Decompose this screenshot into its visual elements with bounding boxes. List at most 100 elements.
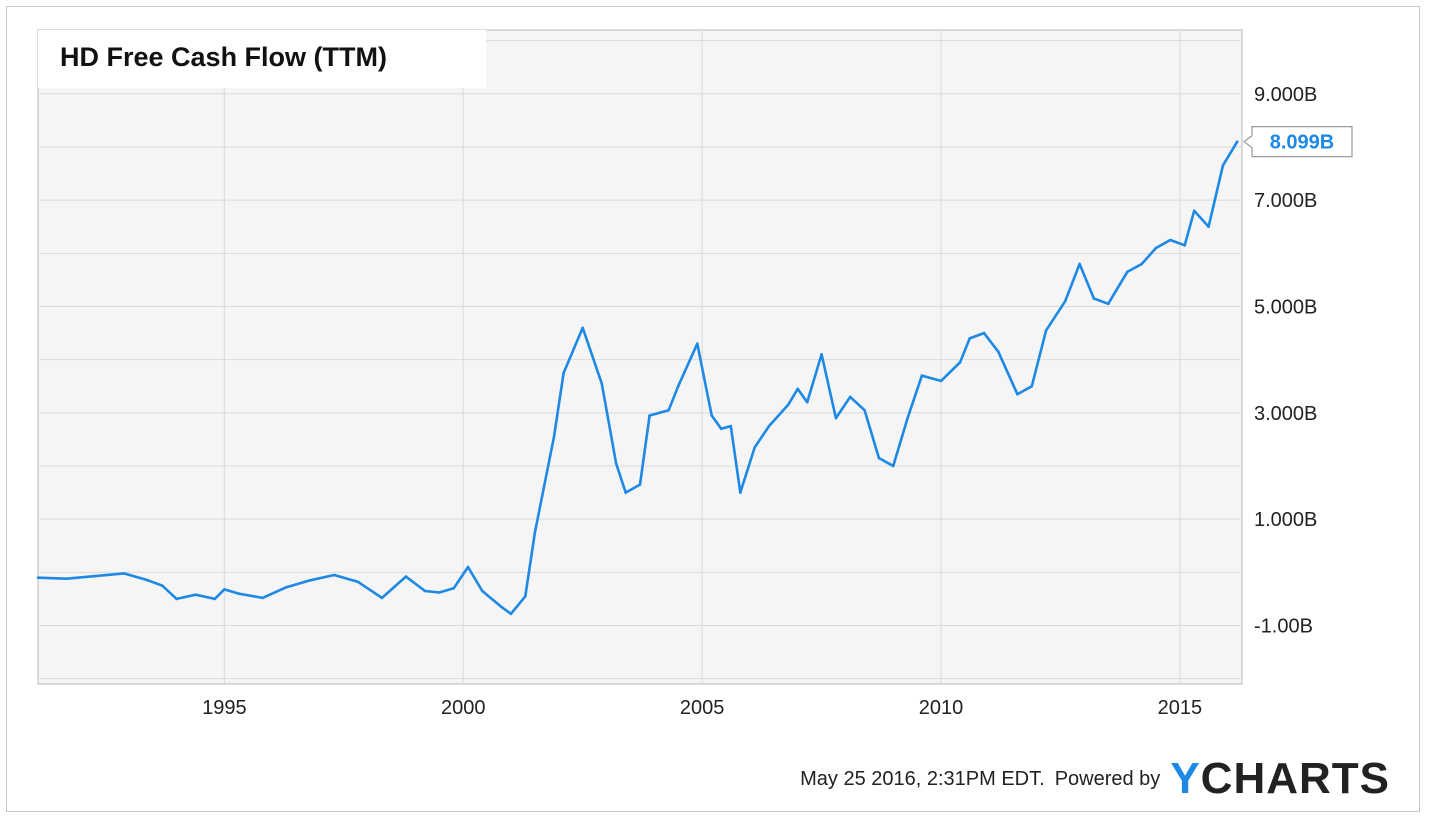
data-point: [906, 416, 909, 420]
data-point: [356, 580, 360, 584]
data-point: [667, 408, 670, 412]
data-point: [309, 579, 312, 582]
data-point: [1078, 262, 1081, 266]
title-box: [38, 30, 486, 88]
data-point: [710, 414, 713, 417]
data-point: [614, 462, 618, 465]
data-point: [729, 424, 733, 428]
data-point: [939, 379, 943, 383]
data-point: [891, 464, 895, 468]
data-point: [332, 573, 336, 577]
data-point: [767, 424, 771, 428]
data-point: [1183, 244, 1186, 247]
data-point: [452, 586, 455, 590]
data-point: [958, 361, 962, 364]
y-axis: 9.000B 7.000B 5.000B 3.000B 1.000B -1.00B: [1254, 84, 1317, 638]
data-point: [1169, 238, 1172, 242]
data-point: [380, 596, 384, 600]
last-value-callout: 8.099B: [1243, 126, 1353, 158]
data-point: [36, 576, 40, 579]
data-point: [696, 342, 699, 346]
data-point: [920, 374, 924, 377]
data-point: [481, 589, 484, 593]
data-points: [36, 140, 1239, 616]
x-tick-label: 2010: [919, 697, 964, 719]
data-point: [237, 592, 240, 595]
data-point: [848, 395, 852, 399]
x-tick-label: 2015: [1158, 697, 1203, 719]
data-point: [423, 589, 427, 593]
data-point: [753, 446, 756, 449]
x-tick-label: 2000: [441, 697, 486, 719]
data-point: [997, 350, 1000, 353]
data-point: [562, 371, 565, 375]
data-point: [624, 491, 627, 494]
data-point: [533, 531, 537, 534]
data-point: [1154, 246, 1158, 250]
data-point: [213, 597, 217, 601]
data-point: [796, 387, 799, 391]
data-point: [638, 483, 642, 486]
data-point: [968, 337, 971, 340]
data-point: [1044, 329, 1048, 332]
y-tick-label: 1.000B: [1254, 509, 1317, 531]
data-point: [834, 416, 838, 420]
data-point: [1140, 262, 1143, 266]
y-tick-label: 5.000B: [1254, 296, 1317, 318]
data-point: [500, 605, 503, 609]
x-tick-label: 1995: [202, 697, 247, 719]
data-point: [285, 585, 288, 589]
ycharts-logo[interactable]: YCHARTS: [1170, 757, 1390, 801]
data-point: [1092, 297, 1096, 300]
data-point: [223, 588, 226, 591]
data-point: [877, 456, 881, 460]
x-axis: 1995 2000 2005 2010 2015: [202, 697, 1202, 719]
data-point: [160, 584, 164, 587]
data-point: [1235, 140, 1239, 143]
data-point: [404, 575, 408, 578]
data-point: [982, 331, 986, 335]
data-point: [739, 491, 742, 494]
data-point: [466, 565, 470, 569]
last-value-box: [1243, 126, 1353, 158]
data-point: [1063, 299, 1067, 303]
data-point: [863, 408, 866, 412]
data-point: [438, 591, 441, 594]
data-point: [94, 574, 97, 578]
footer: May 25 2016, 2:31PM EDT. Powered by YCHA…: [800, 754, 1390, 804]
data-point: [1016, 392, 1019, 396]
y-tick-label: 3.000B: [1254, 403, 1317, 425]
y-tick-label: -1.00B: [1254, 616, 1313, 638]
data-point: [524, 594, 527, 598]
data-point: [194, 593, 197, 596]
data-point: [261, 596, 264, 600]
data-point: [65, 577, 68, 581]
data-point: [1192, 209, 1196, 213]
data-point: [1221, 164, 1225, 167]
data-point: [552, 435, 556, 439]
y-tick-label: 9.000B: [1254, 84, 1317, 106]
powered-by-label: Powered by: [1054, 767, 1161, 790]
timestamp: May 25 2016, 2:31PM EDT.: [800, 767, 1045, 790]
data-point: [805, 400, 809, 404]
data-point: [600, 382, 604, 385]
grid-lines: [38, 30, 1242, 684]
data-point: [676, 384, 680, 388]
fcf-series-line: [37, 141, 1239, 616]
data-point: [1106, 302, 1110, 306]
data-point: [648, 414, 651, 417]
data-point: [146, 579, 150, 582]
data-point: [1207, 225, 1210, 229]
x-tick-label: 2005: [680, 697, 725, 719]
data-point: [719, 427, 723, 431]
data-point: [786, 403, 790, 407]
last-value-label: 8.099B: [1270, 132, 1335, 154]
data-point: [175, 597, 178, 601]
data-point: [122, 572, 126, 575]
data-point: [1030, 384, 1034, 388]
data-point: [1126, 270, 1129, 274]
data-point: [509, 612, 513, 616]
ycharts-logo-y: Y: [1170, 754, 1201, 803]
chart-title: HD Free Cash Flow (TTM): [60, 42, 388, 72]
